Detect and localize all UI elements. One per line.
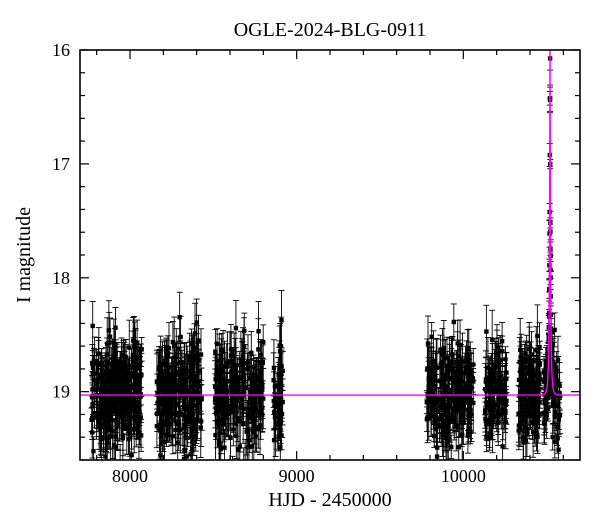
chart-svg: 800090001000016171819OGLE-2024-BLG-0911H… (0, 0, 600, 512)
x-axis-label: HJD - 2450000 (268, 489, 391, 511)
chart-title: OGLE-2024-BLG-0911 (234, 19, 427, 41)
lightcurve-chart: 800090001000016171819OGLE-2024-BLG-0911H… (0, 0, 600, 512)
y-axis-label: I magnitude (13, 207, 35, 303)
